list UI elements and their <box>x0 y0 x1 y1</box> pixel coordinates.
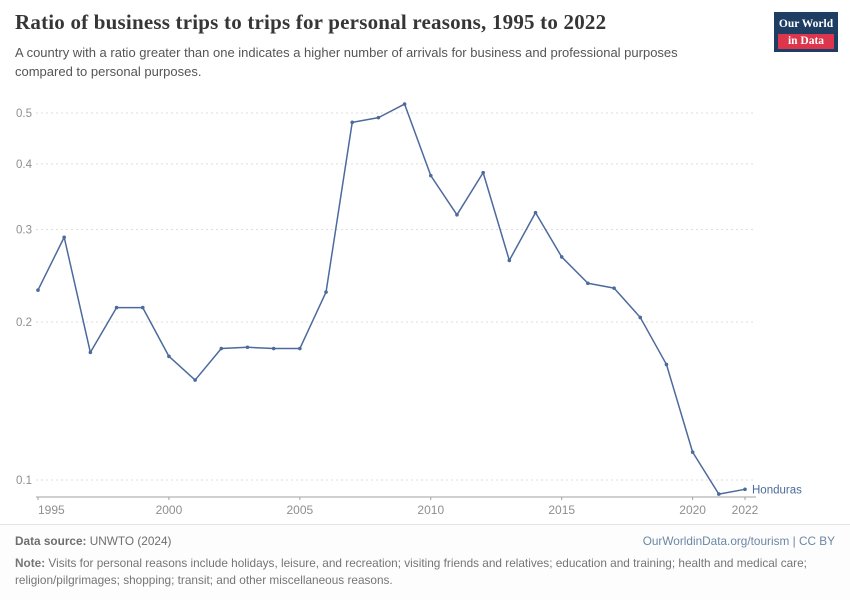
page-title: Ratio of business trips to trips for per… <box>15 10 607 34</box>
data-point[interactable] <box>376 115 381 120</box>
license-link[interactable]: OurWorldinData.org/tourism | CC BY <box>642 534 835 548</box>
data-point[interactable] <box>586 281 590 286</box>
data-point[interactable] <box>245 345 250 350</box>
data-point[interactable] <box>88 350 93 355</box>
data-point[interactable] <box>638 315 643 320</box>
data-point[interactable] <box>428 173 433 178</box>
data-point[interactable] <box>219 346 224 351</box>
data-point[interactable] <box>350 120 355 125</box>
data-line[interactable] <box>37 103 746 495</box>
owid-logo-line2: in Data <box>778 33 834 50</box>
chart-subtitle: A country with a ratio greater than one … <box>15 45 678 79</box>
series-label: Honduras <box>752 484 802 496</box>
y-tick-label: 0.4 <box>16 159 33 171</box>
y-tick-label: 0.2 <box>16 317 32 329</box>
data-point[interactable] <box>62 235 66 240</box>
data-point[interactable] <box>167 354 171 359</box>
owid-logo-line1: Our World <box>778 18 834 30</box>
data-point[interactable] <box>324 290 328 294</box>
data-point[interactable] <box>298 346 302 351</box>
y-tick-label: 0.5 <box>16 108 32 120</box>
data-point[interactable] <box>114 305 119 310</box>
y-tick-label: 0.1 <box>16 475 32 487</box>
data-point[interactable] <box>271 346 276 351</box>
data-point[interactable] <box>507 258 512 263</box>
data-source-value: UNWTO (2024) <box>86 534 172 548</box>
x-tick-label: 2022 <box>732 503 759 517</box>
owid-logo[interactable]: Our World in Data <box>774 12 838 53</box>
data-point[interactable] <box>455 212 459 217</box>
source-row: Data source: UNWTO (2024) OurWorldinData… <box>15 534 835 548</box>
x-tick-label: 2005 <box>287 503 314 517</box>
chart-note-label: Note: <box>15 556 46 570</box>
data-point[interactable] <box>402 102 407 106</box>
line-chart[interactable]: 0.1 0.2 0.3 0.4 0.5 1995 2000 2005 2010 2015 2020 2… <box>0 0 850 525</box>
data-source-label: Data source: <box>15 534 87 548</box>
data-point[interactable] <box>664 362 669 367</box>
data-point[interactable] <box>193 378 197 382</box>
x-tick-label: 2020 <box>679 503 706 517</box>
data-point[interactable] <box>533 210 538 215</box>
data-point[interactable] <box>612 286 616 290</box>
x-tick-label: 1995 <box>38 503 65 517</box>
x-tick-label: 2015 <box>548 503 575 517</box>
data-point[interactable] <box>36 288 40 292</box>
data-source: Data source: UNWTO (2024) <box>15 534 171 548</box>
chart-note: Note: Visits for personal reasons includ… <box>15 555 835 589</box>
y-tick-label: 0.3 <box>16 225 32 237</box>
data-point[interactable] <box>481 170 485 175</box>
data-point[interactable] <box>717 492 721 496</box>
chart-note-text: Visits for personal reasons include holi… <box>15 556 807 588</box>
data-point[interactable] <box>140 305 145 310</box>
chart-footer: Data source: UNWTO (2024) OurWorldinData… <box>0 524 850 600</box>
data-point[interactable] <box>743 487 747 492</box>
data-point[interactable] <box>559 255 564 259</box>
data-point[interactable] <box>690 450 695 454</box>
x-tick-label: 2010 <box>417 503 444 517</box>
x-tick-label: 2000 <box>156 503 183 517</box>
